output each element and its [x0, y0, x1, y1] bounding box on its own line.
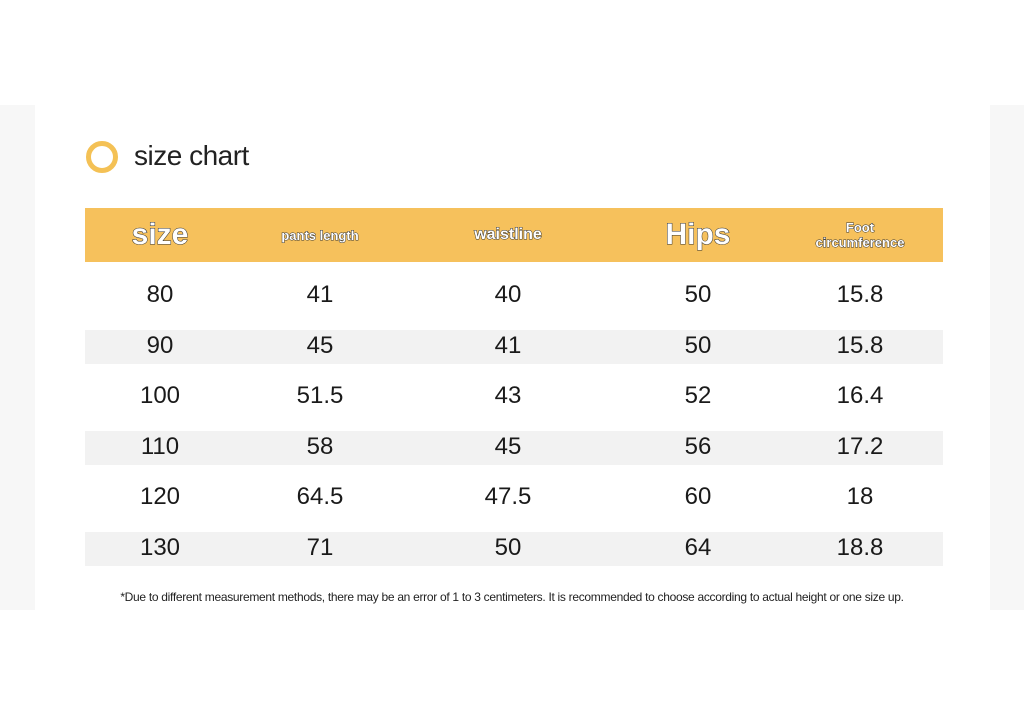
- title-icon: [86, 141, 118, 173]
- table-cell: 60: [684, 483, 712, 511]
- table-row: 110 58 45 56 17.2: [85, 414, 943, 464]
- table-cell: 120: [139, 483, 181, 511]
- table-cell: 43: [494, 382, 522, 410]
- table-cell: 100: [139, 382, 181, 410]
- table-cell: 45: [494, 432, 522, 460]
- table-cell: 64.5: [296, 483, 344, 511]
- table-cell: 90: [146, 331, 174, 359]
- table-cell: 56: [684, 432, 712, 460]
- table-cell: 80: [146, 281, 174, 309]
- table-cell: 110: [140, 432, 180, 460]
- table-cell: 52: [684, 382, 712, 410]
- table-cell: 58: [306, 432, 334, 460]
- header-row: size pants length waistline Hips Foot circum…: [85, 208, 943, 262]
- table-row: 90 45 41 50 15.8: [85, 313, 943, 363]
- table-cell: 16.4: [836, 382, 884, 410]
- table-cell: 15.8: [836, 331, 884, 359]
- table-cell: 130: [139, 533, 181, 561]
- table-cell: 41: [494, 331, 522, 359]
- table-cell: 17.2: [836, 432, 884, 460]
- table-cell: 51.5: [296, 382, 344, 410]
- table-cell: 45: [306, 331, 334, 359]
- table-cell: 50: [684, 331, 712, 359]
- table-cell: 50: [494, 533, 522, 561]
- table-row: 80 41 40 50 15.8: [85, 262, 943, 313]
- header-cell: size: [131, 218, 189, 252]
- header-cell: waistline: [474, 226, 543, 244]
- table-cell: 18: [846, 483, 874, 511]
- table-cell: 40: [494, 281, 522, 309]
- table-cell: 18.8: [836, 533, 884, 561]
- header-cell: Foot circumference: [815, 220, 905, 251]
- table-cell: 15.8: [836, 281, 884, 309]
- header-cell: Hips: [665, 218, 731, 252]
- header-cell: pants length: [281, 227, 359, 243]
- table-row: 130 71 50 64 18.8: [85, 515, 943, 565]
- size-table: size pants length waistline Hips Foot circum…: [85, 208, 943, 565]
- footnote: *Due to different measurement methods, t…: [120, 590, 904, 604]
- table-row: 100 51.5 43 52 16.4: [85, 363, 943, 414]
- table-cell: 71: [306, 533, 334, 561]
- title: size chart: [134, 140, 249, 171]
- table-row: 120 64.5 47.5 60 18: [85, 464, 943, 515]
- table-cell: 50: [684, 281, 712, 309]
- table-cell: 64: [684, 533, 712, 561]
- table-cell: 47.5: [484, 483, 532, 511]
- table-cell: 41: [306, 281, 334, 309]
